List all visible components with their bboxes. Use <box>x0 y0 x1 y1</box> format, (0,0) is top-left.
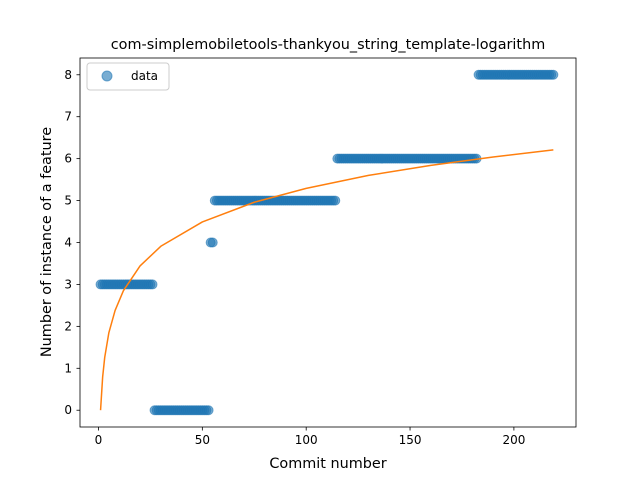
data-point <box>203 405 214 416</box>
legend-frame <box>86 62 170 91</box>
data-point <box>330 195 341 206</box>
chart-title: com-simplemobiletools-thankyou_string_te… <box>111 37 545 53</box>
x-tick-label: 100 <box>295 433 318 447</box>
y-tick-label: 6 <box>64 152 72 166</box>
x-tick-label: 150 <box>399 433 422 447</box>
data-point <box>147 279 158 290</box>
data-point <box>548 69 559 80</box>
axes: 0 50 100 150 200 0 1 2 3 4 5 6 7 8 <box>64 57 577 447</box>
legend-label-data: data <box>131 69 158 83</box>
x-tick-label: 0 <box>95 433 103 447</box>
y-tick-label: 7 <box>64 110 72 124</box>
fit-line <box>99 149 554 411</box>
legend-marker <box>101 70 113 82</box>
y-tick-label: 8 <box>64 68 72 82</box>
y-axis-label: Number of instance of a feature <box>39 127 55 357</box>
x-tick-label: 50 <box>195 433 210 447</box>
y-tick-label: 2 <box>64 319 72 333</box>
data-point <box>207 237 218 248</box>
y-tick-label: 0 <box>64 403 72 417</box>
y-tick-label: 1 <box>64 361 72 375</box>
x-axis-label: Commit number <box>269 456 386 472</box>
plot-area <box>95 69 559 416</box>
y-tick-label: 3 <box>64 277 72 291</box>
x-tick-label: 200 <box>502 433 525 447</box>
y-tick-label: 4 <box>64 236 72 250</box>
y-tick-label: 5 <box>64 194 72 208</box>
legend: data <box>86 62 170 91</box>
